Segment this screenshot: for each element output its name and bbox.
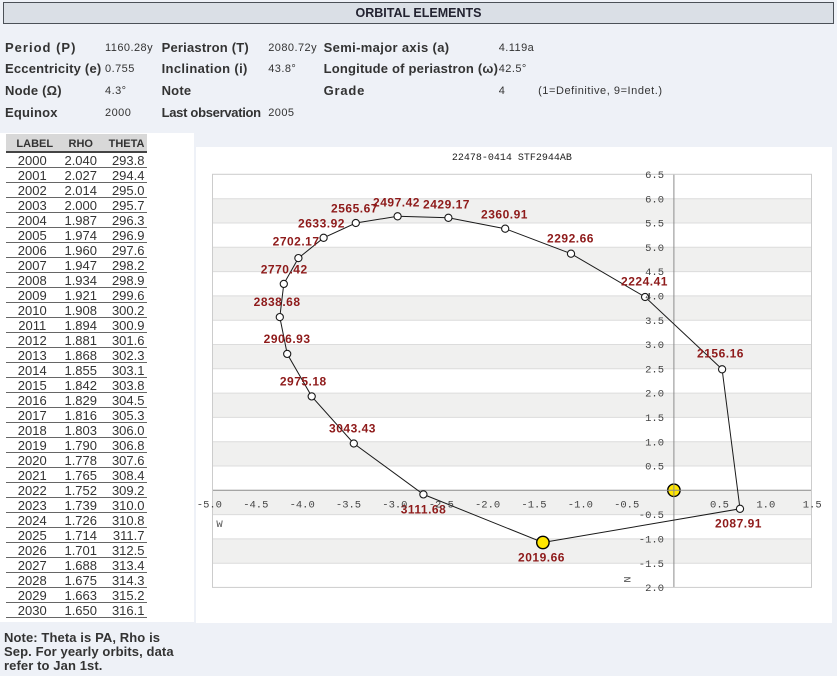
svg-text:3.0: 3.0 <box>645 340 664 352</box>
svg-text:6.5: 6.5 <box>645 170 664 182</box>
svg-text:-2.5: -2.5 <box>429 500 454 512</box>
svg-text:W: W <box>216 519 223 531</box>
svg-text:2565.67: 2565.67 <box>331 201 378 215</box>
svg-text:-1.5: -1.5 <box>521 500 546 512</box>
svg-text:-3.5: -3.5 <box>336 500 361 512</box>
svg-text:22478-0414 STF2944AB: 22478-0414 STF2944AB <box>452 153 572 164</box>
svg-text:2292.66: 2292.66 <box>547 231 594 245</box>
svg-text:2224.41: 2224.41 <box>621 274 668 288</box>
svg-text:-1.0: -1.0 <box>639 535 664 547</box>
svg-text:1.5: 1.5 <box>803 500 822 512</box>
svg-text:2702.17: 2702.17 <box>273 235 320 249</box>
svg-text:2.5: 2.5 <box>645 364 664 376</box>
svg-text:6.0: 6.0 <box>645 194 664 206</box>
svg-text:-1.5: -1.5 <box>639 559 664 571</box>
svg-text:2906.93: 2906.93 <box>264 332 311 346</box>
svg-text:2429.17: 2429.17 <box>423 197 470 211</box>
svg-text:1.0: 1.0 <box>645 437 664 449</box>
svg-text:0.5: 0.5 <box>645 462 664 474</box>
svg-text:-1.0: -1.0 <box>568 500 593 512</box>
svg-text:-2.0: -2.0 <box>475 500 500 512</box>
svg-text:2633.92: 2633.92 <box>298 216 345 230</box>
svg-text:2.0: 2.0 <box>645 583 664 595</box>
svg-text:2.0: 2.0 <box>645 389 664 401</box>
svg-text:3111.68: 3111.68 <box>401 502 447 516</box>
svg-text:5.5: 5.5 <box>645 219 664 231</box>
svg-text:2019.66: 2019.66 <box>518 550 565 564</box>
svg-text:4.5: 4.5 <box>645 267 664 279</box>
svg-text:-0.5: -0.5 <box>639 510 664 522</box>
svg-text:3.5: 3.5 <box>645 316 664 328</box>
svg-text:-5.0: -5.0 <box>197 500 222 512</box>
svg-text:-4.0: -4.0 <box>290 500 315 512</box>
svg-text:2360.91: 2360.91 <box>481 207 528 221</box>
svg-text:5.0: 5.0 <box>645 243 664 255</box>
svg-text:3043.43: 3043.43 <box>329 421 376 435</box>
svg-text:2770.42: 2770.42 <box>261 263 308 277</box>
svg-text:2975.18: 2975.18 <box>280 375 327 389</box>
svg-text:N: N <box>620 576 632 582</box>
svg-text:-0.5: -0.5 <box>614 500 639 512</box>
svg-text:-4.5: -4.5 <box>243 500 268 512</box>
svg-text:2838.68: 2838.68 <box>254 295 301 309</box>
svg-text:2087.91: 2087.91 <box>715 516 762 530</box>
svg-text:2497.42: 2497.42 <box>373 195 420 209</box>
svg-text:-3.0: -3.0 <box>382 500 407 512</box>
svg-text:4.0: 4.0 <box>645 292 664 304</box>
svg-text:0.5: 0.5 <box>710 500 729 512</box>
svg-text:2156.16: 2156.16 <box>697 346 744 360</box>
svg-text:1.0: 1.0 <box>756 500 775 512</box>
svg-text:1.5: 1.5 <box>645 413 664 425</box>
